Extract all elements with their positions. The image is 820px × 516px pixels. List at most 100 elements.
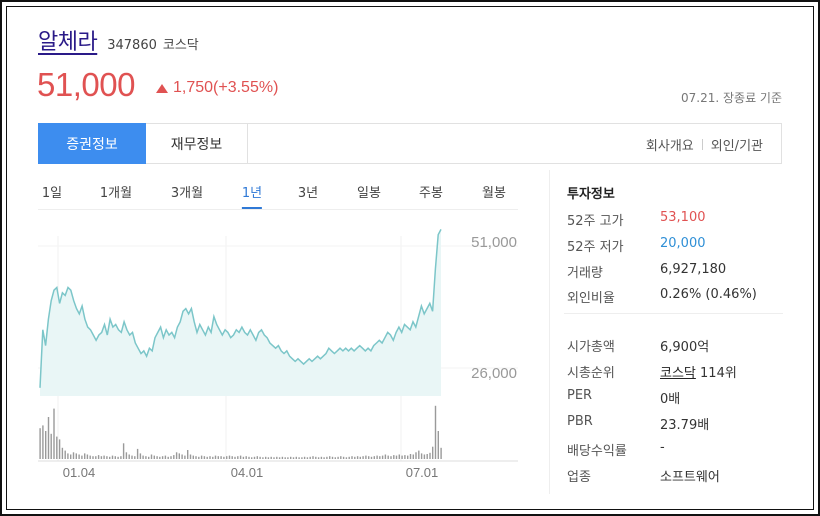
period-1d[interactable]: 1일 — [41, 186, 63, 201]
volume-bar — [329, 456, 331, 459]
volume-bar — [356, 456, 359, 459]
volume-bar — [114, 456, 116, 459]
info-value-sector: 소프트웨어 — [660, 470, 720, 485]
stock-code: 347860 — [107, 38, 157, 53]
volume-bar — [334, 457, 336, 459]
info-label-pbr: PBR — [567, 414, 593, 429]
period-3y[interactable]: 3년 — [297, 186, 319, 201]
volume-bar — [153, 455, 155, 459]
volume-bar — [122, 443, 125, 459]
volume-bar — [131, 455, 133, 459]
volume-bar — [61, 447, 64, 459]
volume-bar — [175, 452, 178, 459]
tab-financial-info[interactable]: 재무정보 — [146, 124, 248, 163]
current-price: 51,000 — [37, 66, 135, 103]
volume-bar — [75, 453, 77, 459]
volume-bar — [67, 453, 69, 459]
volume-bar — [359, 456, 361, 459]
volume-bar — [267, 457, 270, 459]
volume-bar — [387, 455, 389, 459]
info-label-foreign-ratio: 외인비율 — [567, 291, 615, 306]
volume-bar — [306, 457, 309, 459]
price-area — [40, 229, 441, 396]
volume-bar — [412, 454, 414, 459]
foreign-institution-link[interactable]: 외인/기관 — [710, 139, 763, 154]
volume-bar — [231, 456, 233, 459]
info-tabs: 증권정보 재무정보 회사개요 외인/기관 — [38, 123, 782, 164]
info-value-volume: 6,927,180 — [660, 262, 727, 277]
tab-securities-info[interactable]: 증권정보 — [38, 123, 146, 164]
volume-bar — [92, 456, 94, 459]
volume-bar — [134, 456, 136, 459]
volume-bar — [212, 456, 214, 459]
volume-bar — [181, 454, 183, 459]
info-label-cap-rank: 시총순위 — [567, 366, 615, 381]
volume-bar — [109, 456, 111, 459]
volume-bar — [273, 457, 275, 459]
volume-bar — [136, 448, 139, 459]
volume-bar — [100, 456, 103, 459]
info-value-dividend: - — [660, 440, 665, 455]
volume-bar — [81, 455, 83, 459]
market-link[interactable]: 코스닥 — [660, 366, 696, 381]
volume-bar — [278, 457, 281, 459]
volume-bar — [150, 454, 153, 459]
volume-bar — [170, 456, 172, 459]
volume-bar — [323, 457, 325, 459]
volume-bar — [429, 452, 431, 459]
info-divider — [564, 313, 783, 314]
volume-bar — [376, 455, 378, 459]
volume-bar — [117, 456, 119, 459]
volume-bar — [128, 454, 130, 459]
volume-bar — [295, 456, 297, 459]
volume-bar — [270, 456, 272, 459]
period-daily[interactable]: 일봉 — [357, 186, 381, 201]
volume-bar — [251, 457, 253, 459]
volume-bar — [379, 456, 381, 459]
info-value-per: 0배 — [660, 392, 681, 407]
volume-bar — [192, 455, 194, 459]
volume-bar — [45, 431, 47, 459]
stock-market: 코스닥 — [162, 38, 199, 53]
period-weekly[interactable]: 주봉 — [419, 186, 443, 201]
volume-bar — [156, 456, 158, 459]
volume-bar — [220, 456, 222, 459]
volume-bar — [342, 456, 345, 459]
volume-bar — [365, 455, 367, 459]
volume-bar — [139, 453, 142, 459]
x-tick-label-apr: 04.01 — [231, 465, 264, 480]
info-value-cap-rank: 코스닥 114위 — [660, 362, 737, 381]
period-1m[interactable]: 1개월 — [99, 186, 133, 201]
volume-bar — [161, 456, 164, 459]
volume-bar — [187, 450, 189, 459]
volume-bar — [167, 456, 169, 459]
volume-bar — [362, 456, 364, 459]
volume-bar — [262, 457, 264, 459]
volume-bar — [120, 456, 122, 459]
tab-links: 회사개요 외인/기관 — [646, 135, 763, 154]
period-monthly[interactable]: 월봉 — [482, 186, 506, 201]
volume-bar — [395, 455, 398, 459]
stock-name-link[interactable]: 알체라 — [38, 30, 98, 55]
volume-bar — [84, 453, 86, 459]
volume-bar — [340, 456, 342, 459]
period-3m[interactable]: 3개월 — [170, 186, 204, 201]
volume-bar — [47, 417, 50, 459]
info-value-market-cap: 6,900억 — [660, 340, 710, 355]
volume-bar — [164, 455, 167, 459]
period-1y[interactable]: 1년 — [241, 182, 263, 209]
volume-bar — [437, 431, 439, 459]
y-tick-label-high: 51,000 — [471, 234, 517, 251]
volume-bar — [317, 457, 320, 459]
volume-bar — [381, 455, 384, 459]
company-overview-link[interactable]: 회사개요 — [645, 139, 694, 154]
price-change-value: 1,750(+3.55%) — [173, 79, 279, 96]
volume-bar — [290, 456, 292, 459]
volume-bar — [173, 455, 175, 459]
volume-bar — [320, 456, 323, 459]
period-selector: 1일 1개월 3개월 1년 3년 일봉 주봉 월봉 — [38, 182, 518, 210]
volume-bar — [259, 456, 261, 459]
info-label-52w-high: 52주 고가 — [567, 214, 624, 229]
volume-bar — [234, 456, 236, 459]
price-chart[interactable]: 51,000 26,000 01.04 04.01 07.01 — [38, 226, 518, 486]
